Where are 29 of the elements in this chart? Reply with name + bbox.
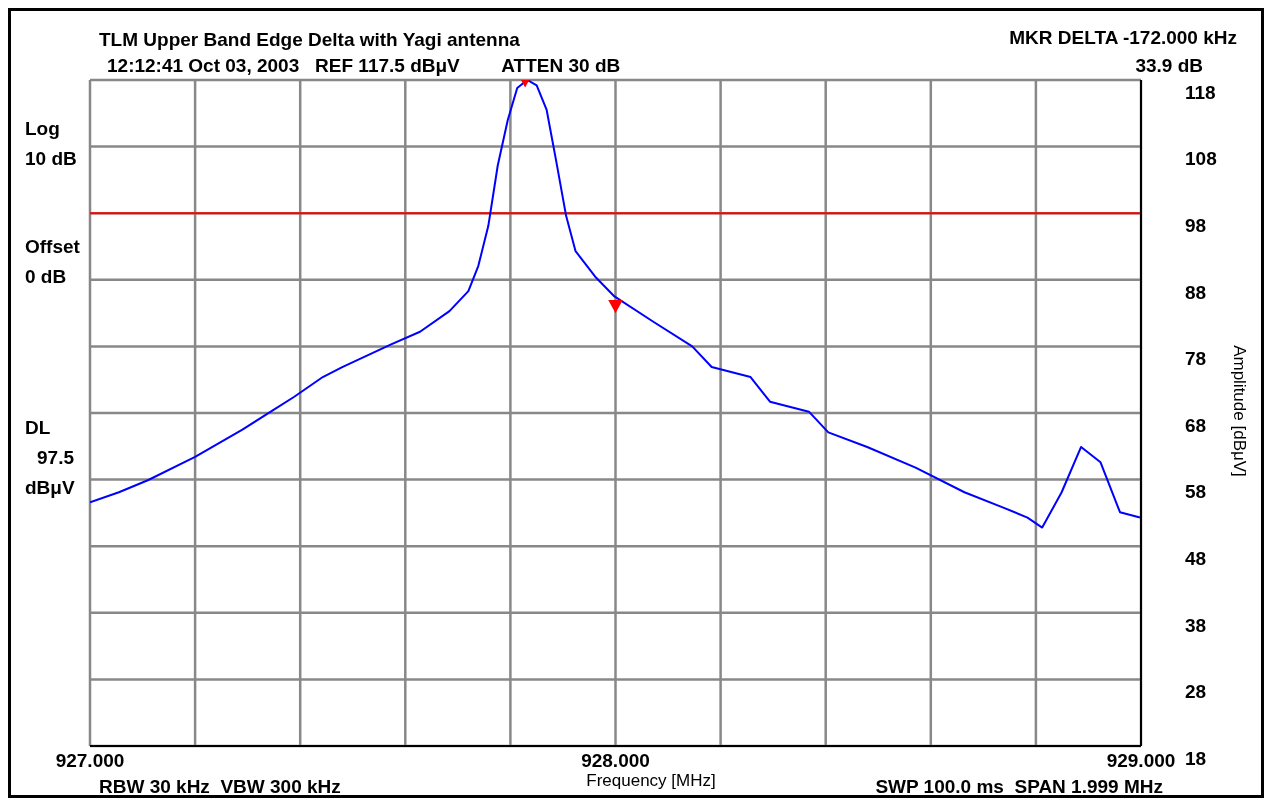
y-tick-label: 48: [1185, 547, 1207, 569]
chart-subtitle: 12:12:41 Oct 03, 2003 REF 117.5 dBμV ATTEN 30 dB: [107, 55, 621, 77]
y-tick-label: 28: [1185, 681, 1207, 703]
y-tick-label: 18: [1185, 747, 1207, 769]
text: dBμV: [25, 477, 75, 499]
text: MKR DELTA -172.000 kHz: [1009, 27, 1237, 49]
x-axis-title: Frequency [MHz]: [586, 771, 716, 790]
text: Offset: [25, 236, 80, 258]
text: 0 dB: [25, 266, 67, 288]
y-tick-label: 78: [1185, 348, 1207, 370]
text: Log: [25, 118, 60, 140]
y-tick-label: 58: [1185, 481, 1207, 503]
chart-title: TLM Upper Band Edge Delta with Yagi antenna: [99, 29, 520, 51]
y-tick-label: 38: [1185, 614, 1207, 636]
text: 10 dB: [25, 148, 77, 170]
text: RBW 30 kHz VBW 300 kHz: [99, 776, 341, 798]
text: SWP 100.0 ms SPAN 1.999 MHz: [875, 776, 1163, 798]
x-tick-label: 927.000: [55, 750, 125, 772]
y-tick-label: 118: [1185, 81, 1216, 103]
text: DL: [25, 417, 51, 439]
y-tick-label: 68: [1185, 414, 1207, 436]
x-tick-label: 928.000: [581, 750, 650, 772]
x-tick-label: 929.000: [1106, 750, 1176, 772]
y-tick-label: 98: [1185, 214, 1207, 236]
text: 97.5: [37, 447, 74, 469]
y-tick-label: 108: [1185, 148, 1217, 170]
text: 33.9 dB: [1135, 55, 1203, 77]
y-tick-label: 88: [1185, 281, 1207, 303]
y-axis-title: Amplitude [dBμV]: [1229, 344, 1249, 479]
